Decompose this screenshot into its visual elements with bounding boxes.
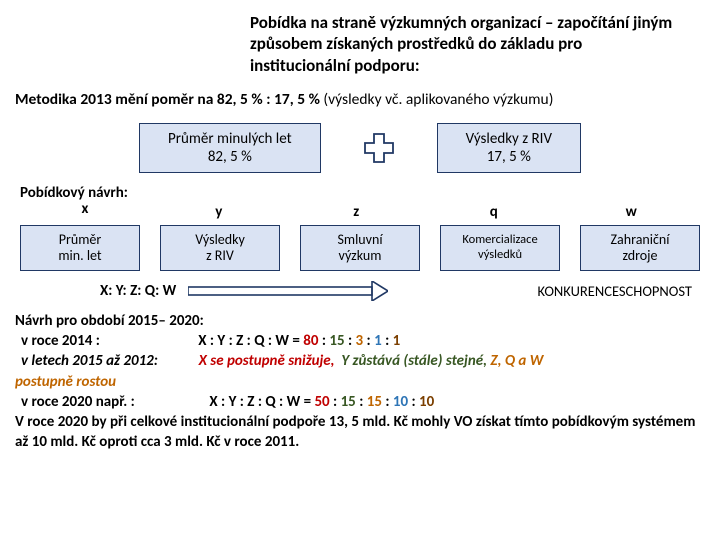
subtitle-bold: Metodika 2013 mění poměr na 82, 5 % : 17… — [15, 90, 320, 109]
axis-row: X: Y: Z: Q: W KONKURENCESCHOPNOST — [0, 271, 720, 307]
box-prumer: Průměrmin. let — [20, 225, 140, 271]
box-vysledky: Výsledkyz RIV — [160, 225, 280, 271]
axis-label: X: Y: Z: Q: W — [100, 282, 176, 300]
ratio-box-right: Výsledky z RIV 17, 5 % — [437, 123, 581, 173]
b-line3-a: v letech 2015 až 2012: — [21, 352, 158, 370]
b-line2-a: v roce 2014 : — [21, 332, 100, 350]
methodology-subtitle: Metodika 2013 mění poměr na 82, 5 % : 17… — [0, 86, 720, 123]
main-title: Pobídka na straně výzkumných organizací … — [0, 0, 720, 86]
vars-label-l2: x — [20, 201, 150, 218]
arrow-right-icon — [188, 281, 388, 301]
ratio-row: Průměr minulých let 82, 5 % Výsledky z R… — [0, 123, 720, 173]
ratio-left-l1: Průměr minulých let — [168, 130, 292, 148]
b-line2-formula: X : Y : Z : Q : W = 80 : 15 : 3 : 1 : 1 — [198, 332, 400, 350]
var-w: w — [563, 185, 701, 221]
box-smluvni: Smluvnívýzkum — [300, 225, 420, 271]
vars-label-l1: Pobídkový návrh: — [20, 185, 150, 202]
variables-row: Pobídkový návrh: x y z q w — [0, 173, 720, 221]
var-z: z — [288, 185, 426, 221]
b-line3-c: Y zůstává (stále) stejné, — [341, 352, 487, 370]
b-line3-d: Z, Q a W — [490, 352, 543, 370]
b-line6: V roce 2020 by při celkové institucionál… — [15, 413, 695, 451]
subtitle-rest: (výsledky vč. aplikovaného výzkumu) — [320, 90, 554, 109]
b-line4: postupně rostou — [15, 373, 116, 391]
proposal-text: Návrh pro období 2015– 2020: v roce 2014… — [0, 307, 720, 463]
var-q: q — [425, 185, 563, 221]
boxes-row: Průměrmin. let Výsledkyz RIV Smluvnívýzk… — [0, 221, 720, 271]
var-y: y — [150, 185, 288, 221]
ratio-right-l1: Výsledky z RIV — [466, 130, 552, 148]
box-zahranicni: Zahraničnízdroje — [580, 225, 700, 271]
b-line5-a: v roce 2020 např. : — [21, 393, 135, 411]
plus-icon — [361, 130, 397, 166]
b-line1: Návrh pro období 2015– 2020: — [15, 312, 204, 330]
ratio-box-left: Průměr minulých let 82, 5 % — [139, 123, 321, 173]
b-line3-b: X se postupně snižuje, — [199, 352, 335, 370]
ratio-right-l2: 17, 5 % — [466, 148, 552, 166]
konkurenceschopnost: KONKURENCESCHOPNOST — [537, 282, 700, 300]
box-komercializace: Komercializacevýsledků — [440, 225, 560, 271]
vars-label: Pobídkový návrh: x — [20, 185, 150, 221]
ratio-left-l2: 82, 5 % — [168, 148, 292, 166]
b-line5-formula: X : Y : Z : Q : W = 50 : 15 : 15 : 10 : … — [209, 393, 434, 411]
